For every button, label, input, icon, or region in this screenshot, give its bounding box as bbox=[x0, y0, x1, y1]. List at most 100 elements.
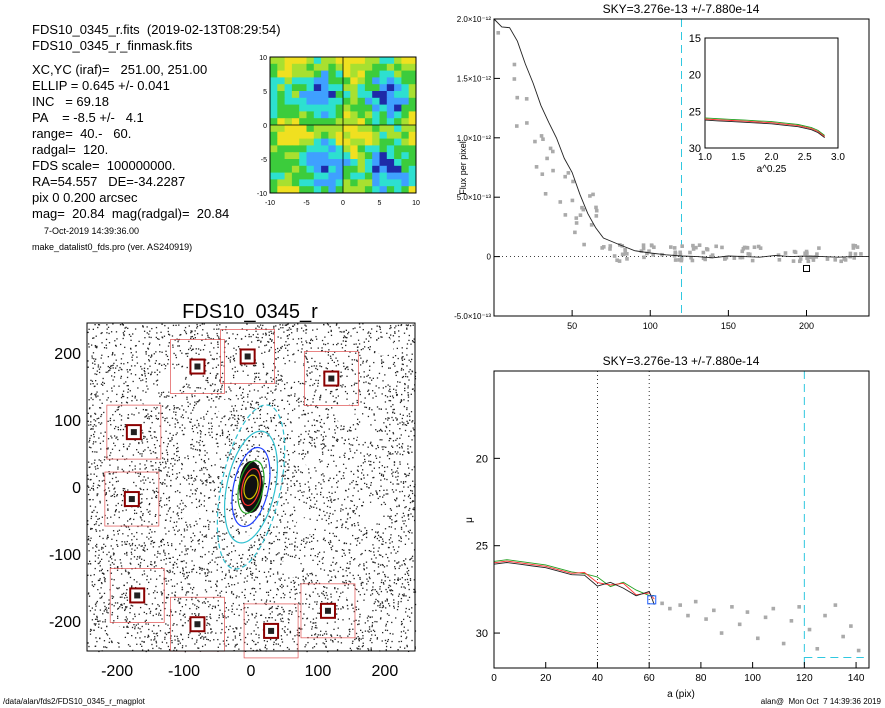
noise-dot bbox=[386, 396, 389, 398]
noise-dot bbox=[393, 412, 396, 414]
noise-dot bbox=[294, 549, 296, 551]
noise-dot bbox=[96, 475, 98, 477]
noise-dot bbox=[270, 483, 272, 485]
noise-dot bbox=[175, 649, 178, 651]
noise-dot bbox=[393, 461, 396, 463]
noise-dot bbox=[385, 493, 387, 495]
noise-dot bbox=[296, 648, 299, 650]
heatmap-cell bbox=[335, 111, 344, 119]
noise-dot bbox=[246, 323, 248, 325]
noise-dot bbox=[360, 530, 362, 532]
noise-dot bbox=[173, 407, 176, 409]
noise-dot bbox=[262, 363, 265, 366]
noise-dot bbox=[375, 395, 377, 397]
noise-dot bbox=[101, 516, 104, 518]
noise-dot bbox=[360, 348, 363, 351]
noise-dot bbox=[247, 600, 249, 602]
noise-dot bbox=[400, 526, 403, 529]
noise-dot bbox=[336, 605, 338, 607]
noise-dot bbox=[255, 568, 257, 570]
noise-dot bbox=[341, 386, 343, 388]
heatmap-cell bbox=[350, 118, 359, 126]
noise-dot bbox=[242, 454, 244, 457]
noise-dot bbox=[407, 615, 409, 617]
noise-dot bbox=[208, 431, 210, 434]
noise-dot bbox=[191, 597, 193, 599]
noise-dot bbox=[197, 599, 199, 602]
noise-dot bbox=[274, 389, 276, 391]
noise-dot bbox=[316, 556, 319, 558]
noise-dot bbox=[349, 448, 351, 450]
noise-dot bbox=[216, 433, 218, 435]
noise-dot bbox=[125, 543, 128, 545]
noise-dot bbox=[158, 470, 160, 472]
noise-dot bbox=[93, 623, 96, 625]
noise-dot bbox=[253, 365, 256, 367]
noise-dot bbox=[270, 562, 272, 564]
noise-dot bbox=[165, 633, 168, 636]
heatmap-cell bbox=[372, 118, 380, 126]
noise-dot bbox=[406, 354, 408, 356]
noise-dot bbox=[106, 332, 108, 334]
noise-dot bbox=[150, 540, 153, 543]
noise-dot bbox=[156, 332, 158, 334]
noise-dot bbox=[136, 531, 138, 534]
noise-dot bbox=[90, 415, 92, 417]
noise-dot bbox=[266, 398, 268, 400]
noise-dot bbox=[136, 558, 138, 560]
noise-dot bbox=[204, 388, 206, 390]
noise-dot bbox=[166, 485, 168, 487]
noise-dot bbox=[306, 375, 309, 377]
noise-dot bbox=[363, 402, 366, 404]
noise-dot bbox=[382, 448, 384, 451]
noise-dot bbox=[258, 428, 260, 431]
noise-dot bbox=[288, 459, 290, 461]
noise-dot bbox=[177, 407, 179, 409]
noise-dot bbox=[391, 489, 394, 491]
noise-dot bbox=[238, 533, 240, 535]
heatmap-cell bbox=[291, 145, 300, 153]
noise-dot bbox=[173, 521, 175, 524]
noise-dot bbox=[229, 576, 232, 579]
noise-dot bbox=[413, 338, 415, 340]
noise-dot bbox=[225, 573, 227, 575]
noise-dot bbox=[350, 649, 352, 651]
noise-dot bbox=[217, 393, 219, 395]
noise-dot bbox=[405, 506, 407, 508]
noise-dot bbox=[196, 449, 199, 451]
noise-dot bbox=[280, 437, 282, 440]
noise-dot bbox=[403, 626, 405, 628]
noise-dot bbox=[129, 562, 131, 564]
noise-dot bbox=[380, 485, 382, 487]
noise-dot bbox=[217, 445, 219, 448]
noise-dot bbox=[97, 518, 99, 520]
noise-dot bbox=[228, 552, 230, 555]
noise-dot bbox=[382, 532, 384, 534]
heatmap-cell bbox=[350, 179, 359, 187]
noise-dot bbox=[100, 465, 102, 467]
noise-dot bbox=[118, 511, 120, 513]
noise-dot bbox=[90, 421, 92, 423]
noise-dot bbox=[345, 521, 348, 523]
noise-dot bbox=[159, 630, 162, 632]
noise-dot bbox=[178, 640, 180, 642]
noise-dot bbox=[96, 640, 98, 643]
noise-dot bbox=[393, 582, 396, 584]
noise-dot bbox=[292, 476, 294, 478]
noise-dot bbox=[284, 474, 286, 477]
heatmap-cell bbox=[284, 125, 293, 133]
noise-dot bbox=[404, 481, 407, 483]
noise-dot bbox=[249, 554, 251, 557]
noise-dot bbox=[217, 604, 220, 607]
noise-dot bbox=[366, 578, 368, 580]
noise-dot bbox=[383, 466, 386, 469]
noise-dot bbox=[103, 435, 105, 437]
noise-dot bbox=[395, 520, 398, 522]
noise-dot bbox=[326, 633, 328, 635]
noise-dot bbox=[340, 425, 342, 427]
noise-dot bbox=[238, 446, 240, 449]
heatmap-cell bbox=[306, 131, 315, 140]
noise-dot bbox=[124, 569, 127, 571]
noise-dot bbox=[399, 428, 401, 430]
heatmap-cell bbox=[379, 186, 388, 194]
